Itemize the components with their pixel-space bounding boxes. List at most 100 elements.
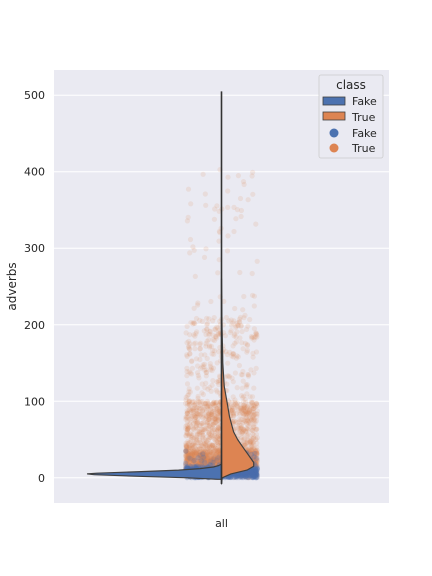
- point-true: [229, 323, 234, 328]
- point-true: [213, 403, 218, 408]
- y-tick-label-500: 500: [24, 89, 45, 102]
- point-fake: [249, 471, 254, 476]
- point-true: [239, 214, 244, 219]
- point-true: [235, 323, 240, 328]
- point-true: [185, 403, 190, 408]
- point-true: [193, 415, 198, 420]
- point-true: [185, 415, 190, 420]
- point-true: [243, 341, 248, 346]
- point-true: [204, 408, 209, 413]
- point-true: [209, 408, 214, 413]
- y-tick-label-100: 100: [24, 395, 45, 408]
- point-true: [197, 346, 202, 351]
- point-true: [253, 334, 258, 339]
- point-fake: [200, 451, 205, 456]
- point-true: [231, 379, 236, 384]
- point-true: [207, 430, 212, 435]
- point-true: [250, 192, 255, 197]
- legend-marker-fake-points: [330, 129, 339, 138]
- y-tick-label-300: 300: [24, 242, 45, 255]
- point-true: [198, 430, 203, 435]
- point-true: [255, 403, 260, 408]
- point-true: [202, 368, 207, 373]
- point-true: [186, 339, 191, 344]
- point-true: [188, 201, 193, 206]
- point-true: [255, 435, 260, 440]
- point-fake: [192, 458, 197, 463]
- point-true: [199, 390, 204, 395]
- point-true: [233, 370, 238, 375]
- point-true: [207, 421, 212, 426]
- point-true: [197, 342, 202, 347]
- point-true: [196, 440, 201, 445]
- point-true: [192, 321, 197, 326]
- point-true: [246, 432, 251, 437]
- point-true: [246, 411, 251, 416]
- point-true: [207, 413, 212, 418]
- point-true: [227, 350, 232, 355]
- point-fake: [183, 449, 188, 454]
- point-true: [243, 419, 248, 424]
- point-true: [241, 346, 246, 351]
- point-true: [189, 358, 194, 363]
- point-true: [240, 329, 245, 334]
- point-true: [224, 315, 229, 320]
- legend: class Fake True Fake True: [319, 75, 383, 158]
- point-true: [226, 373, 231, 378]
- point-true: [186, 187, 191, 192]
- point-true: [231, 205, 236, 210]
- point-true: [193, 274, 198, 279]
- point-true: [242, 182, 247, 187]
- point-true: [197, 318, 202, 323]
- point-true: [215, 442, 220, 447]
- point-true: [249, 400, 254, 405]
- point-true: [237, 363, 242, 368]
- point-true: [214, 379, 219, 384]
- legend-label-true-points: True: [351, 142, 376, 155]
- y-tick-label-0: 0: [38, 472, 45, 485]
- point-true: [249, 418, 254, 423]
- y-tick-label-400: 400: [24, 166, 45, 179]
- point-true: [225, 361, 230, 366]
- point-true: [215, 427, 220, 432]
- y-tick-labels: 0100200300400500: [24, 89, 45, 485]
- point-true: [212, 217, 217, 222]
- point-true: [203, 401, 208, 406]
- point-true: [199, 352, 204, 357]
- point-true: [237, 419, 242, 424]
- point-true: [244, 382, 249, 387]
- point-true: [203, 246, 208, 251]
- point-true: [233, 216, 238, 221]
- point-true: [203, 332, 208, 337]
- point-true: [195, 386, 200, 391]
- point-true: [235, 385, 240, 390]
- point-true: [187, 351, 192, 356]
- point-true: [246, 374, 251, 379]
- point-true: [240, 369, 245, 374]
- point-fake: [183, 461, 188, 466]
- point-true: [206, 337, 211, 342]
- point-true: [196, 373, 201, 378]
- point-true: [202, 255, 207, 260]
- point-true: [253, 427, 258, 432]
- point-true: [253, 222, 258, 227]
- point-true: [248, 367, 253, 372]
- point-true: [240, 307, 245, 312]
- point-fake: [244, 474, 249, 479]
- point-true: [225, 188, 230, 193]
- point-true: [244, 327, 249, 332]
- point-true: [205, 387, 210, 392]
- point-true: [205, 321, 210, 326]
- legend-label-fake-violin: Fake: [352, 95, 377, 108]
- point-true: [185, 431, 190, 436]
- point-true: [250, 170, 255, 175]
- point-true: [185, 381, 190, 386]
- point-true: [236, 354, 241, 359]
- point-true: [213, 433, 218, 438]
- point-true: [240, 430, 245, 435]
- point-true: [237, 317, 242, 322]
- point-true: [231, 229, 236, 234]
- point-true: [192, 248, 197, 253]
- point-true: [225, 205, 230, 210]
